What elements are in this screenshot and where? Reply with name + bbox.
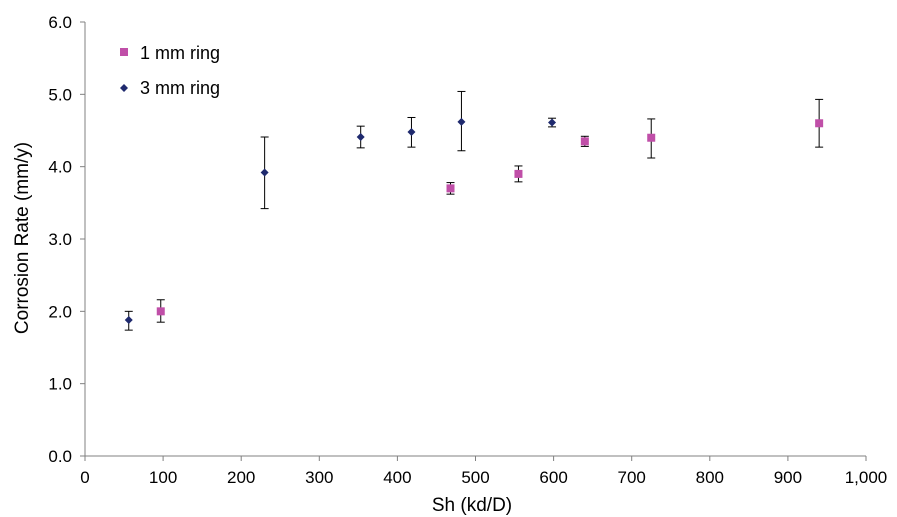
x-tick-label: 400: [383, 468, 411, 487]
x-tick-label: 100: [149, 468, 177, 487]
y-axis-title: Corrosion Rate (mm/y): [12, 142, 33, 334]
data-point-3-mm-ring: [260, 168, 269, 177]
plot-area: 0.0 1.0 2.0 3.0 4.0 5.0 6.0 0 100 200 300 400 500 600…: [48, 13, 887, 487]
data-point-3-mm-ring: [124, 316, 133, 325]
x-tick-label: 300: [305, 468, 333, 487]
data-point-1-mm-ring: [446, 184, 455, 193]
legend-label-1mm-ring: 1 mm ring: [140, 43, 220, 63]
x-tick-label: 600: [539, 468, 567, 487]
data-point-3-mm-ring: [548, 118, 557, 127]
x-tick-label: 0: [80, 468, 89, 487]
x-tick-label: 900: [774, 468, 802, 487]
y-tick-label: 1.0: [48, 375, 72, 394]
y-tick-label: 6.0: [48, 13, 72, 32]
data-point-1-mm-ring: [514, 169, 523, 178]
y-tick-label: 4.0: [48, 158, 72, 177]
data-point-3-mm-ring: [407, 127, 416, 136]
y-tick-label: 3.0: [48, 230, 72, 249]
y-tick-label: 5.0: [48, 85, 72, 104]
legend-marker-3mm-ring: [120, 84, 128, 92]
data-point-1-mm-ring: [647, 133, 656, 142]
legend-label-3mm-ring: 3 mm ring: [140, 78, 220, 98]
x-tick-label: 800: [696, 468, 724, 487]
x-axis-title: Sh (kd/D): [432, 495, 512, 516]
x-tick-label: 700: [618, 468, 646, 487]
x-tick-label: 500: [461, 468, 489, 487]
legend: 1 mm ring 3 mm ring: [120, 43, 220, 98]
data-point-1-mm-ring: [580, 137, 589, 146]
y-tick-label: 2.0: [48, 302, 72, 321]
x-tick-label: 1,000: [845, 468, 888, 487]
data-point-3-mm-ring: [356, 133, 365, 142]
y-tick-label: 0.0: [48, 447, 72, 466]
data-point-1-mm-ring: [815, 119, 824, 128]
data-point-3-mm-ring: [457, 117, 466, 126]
x-tick-label: 200: [227, 468, 255, 487]
data-point-1-mm-ring: [156, 307, 165, 316]
legend-marker-1mm-ring: [120, 48, 128, 56]
